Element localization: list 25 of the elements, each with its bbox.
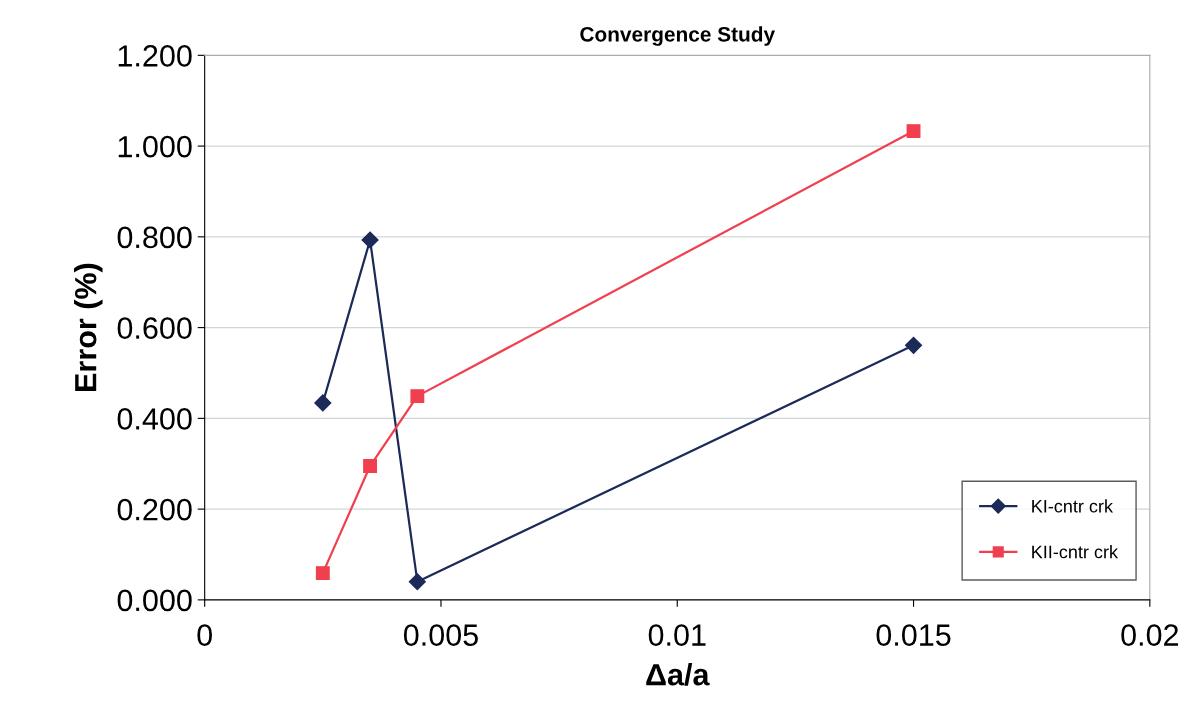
x-tick-label: 0.005	[403, 624, 478, 646]
x-tick-label: 0.015	[876, 624, 951, 646]
chart-title: Convergence Study	[580, 26, 775, 46]
x-tick-label: 0.01	[648, 624, 706, 646]
point	[408, 573, 426, 591]
point	[410, 389, 425, 404]
y-tick-label: 0.600	[117, 317, 192, 339]
y-tick-label: 0.800	[117, 226, 192, 249]
point	[906, 124, 921, 139]
y-axis-title: Error (%)	[74, 263, 103, 391]
y-tick-label: 1.200	[118, 45, 192, 67]
y-tick-label: 1.000	[118, 135, 192, 158]
point	[314, 394, 332, 412]
point	[361, 231, 379, 249]
point	[315, 566, 330, 581]
x-tick-label: 0.02	[1121, 624, 1179, 646]
point	[363, 459, 378, 473]
legend-label: KII-cntr crk	[1032, 545, 1119, 559]
y-tick-label: 0.200	[117, 498, 192, 521]
point	[904, 336, 923, 354]
legend-label: KI-cntr crk	[1032, 499, 1114, 513]
x-tick-label: 0	[197, 624, 212, 646]
x-axis-title: Δa/a	[646, 663, 710, 686]
y-tick-label: 0.000	[117, 589, 192, 612]
y-tick-label: 0.400	[117, 408, 192, 430]
